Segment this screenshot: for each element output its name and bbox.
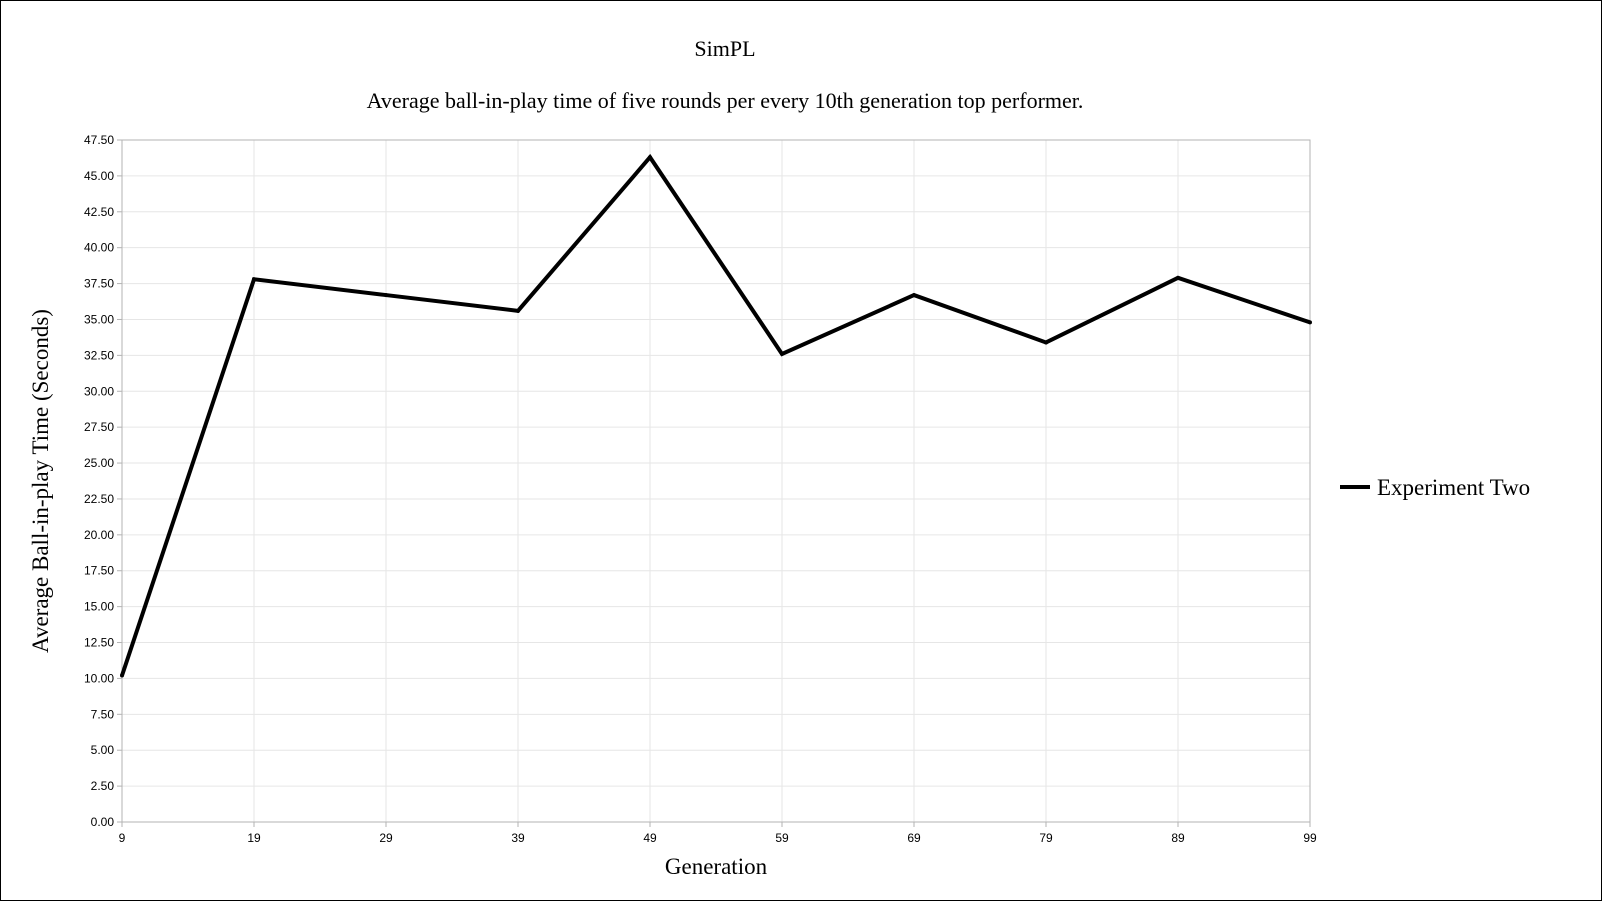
data-point [516, 308, 520, 313]
plot-area-border [121, 139, 1311, 823]
y-tick-label: 10.00 [84, 671, 114, 685]
y-axis-title: Average Ball-in-play Time (Seconds) [28, 309, 53, 653]
chart-subtitle: Average ball-in-play time of five rounds… [366, 88, 1084, 113]
x-tick-label: 69 [907, 831, 921, 845]
y-axis-ticks: 0.00 2.50 5.00 7.50 10.00 12.50 15.00 17.50 20.0… [84, 133, 122, 829]
data-point [1308, 320, 1312, 325]
y-tick-label: 7.50 [91, 707, 115, 721]
y-tick-label: 15.00 [84, 600, 114, 614]
y-tick-label: 5.00 [91, 743, 115, 757]
x-tick-label: 89 [1171, 831, 1185, 845]
data-point [384, 293, 388, 298]
y-tick-label: 37.50 [84, 277, 114, 291]
x-axis-title: Generation [665, 854, 768, 879]
y-tick-label: 35.00 [84, 312, 114, 326]
y-tick-label: 30.00 [84, 384, 114, 398]
x-tick-label: 49 [643, 831, 657, 845]
y-tick-label: 12.50 [84, 636, 114, 650]
chart-title: SimPL [694, 36, 756, 61]
y-tick-label: 40.00 [84, 241, 114, 255]
y-tick-label: 22.50 [84, 492, 114, 506]
data-point [1176, 275, 1180, 280]
x-axis-ticks: 9 19 29 39 49 59 69 79 89 99 [119, 822, 1317, 845]
data-point [912, 293, 916, 298]
grid-lines [121, 139, 1311, 823]
x-tick-label: 19 [247, 831, 261, 845]
y-tick-label: 2.50 [91, 779, 115, 793]
x-tick-label: 79 [1039, 831, 1053, 845]
data-point [252, 277, 256, 282]
legend: Experiment Two [1340, 475, 1530, 500]
y-tick-label: 17.50 [84, 564, 114, 578]
y-tick-label: 20.00 [84, 528, 114, 542]
x-tick-label: 39 [511, 831, 525, 845]
data-point [648, 155, 652, 160]
x-tick-label: 9 [119, 831, 126, 845]
data-point [120, 673, 124, 678]
y-tick-label: 42.50 [84, 205, 114, 219]
series-group [120, 153, 1312, 678]
legend-label: Experiment Two [1377, 475, 1530, 500]
y-tick-label: 32.50 [84, 348, 114, 362]
x-tick-label: 29 [379, 831, 393, 845]
y-tick-label: 45.00 [84, 169, 114, 183]
data-point [1044, 340, 1048, 345]
x-tick-label: 59 [775, 831, 789, 845]
x-tick-label: 99 [1303, 831, 1317, 845]
y-tick-label: 27.50 [84, 420, 114, 434]
y-tick-label: 25.00 [84, 456, 114, 470]
data-point [780, 351, 784, 356]
series-line-experiment-two [120, 153, 1311, 677]
y-tick-label: 47.50 [84, 133, 114, 147]
y-tick-label: 0.00 [91, 815, 115, 829]
